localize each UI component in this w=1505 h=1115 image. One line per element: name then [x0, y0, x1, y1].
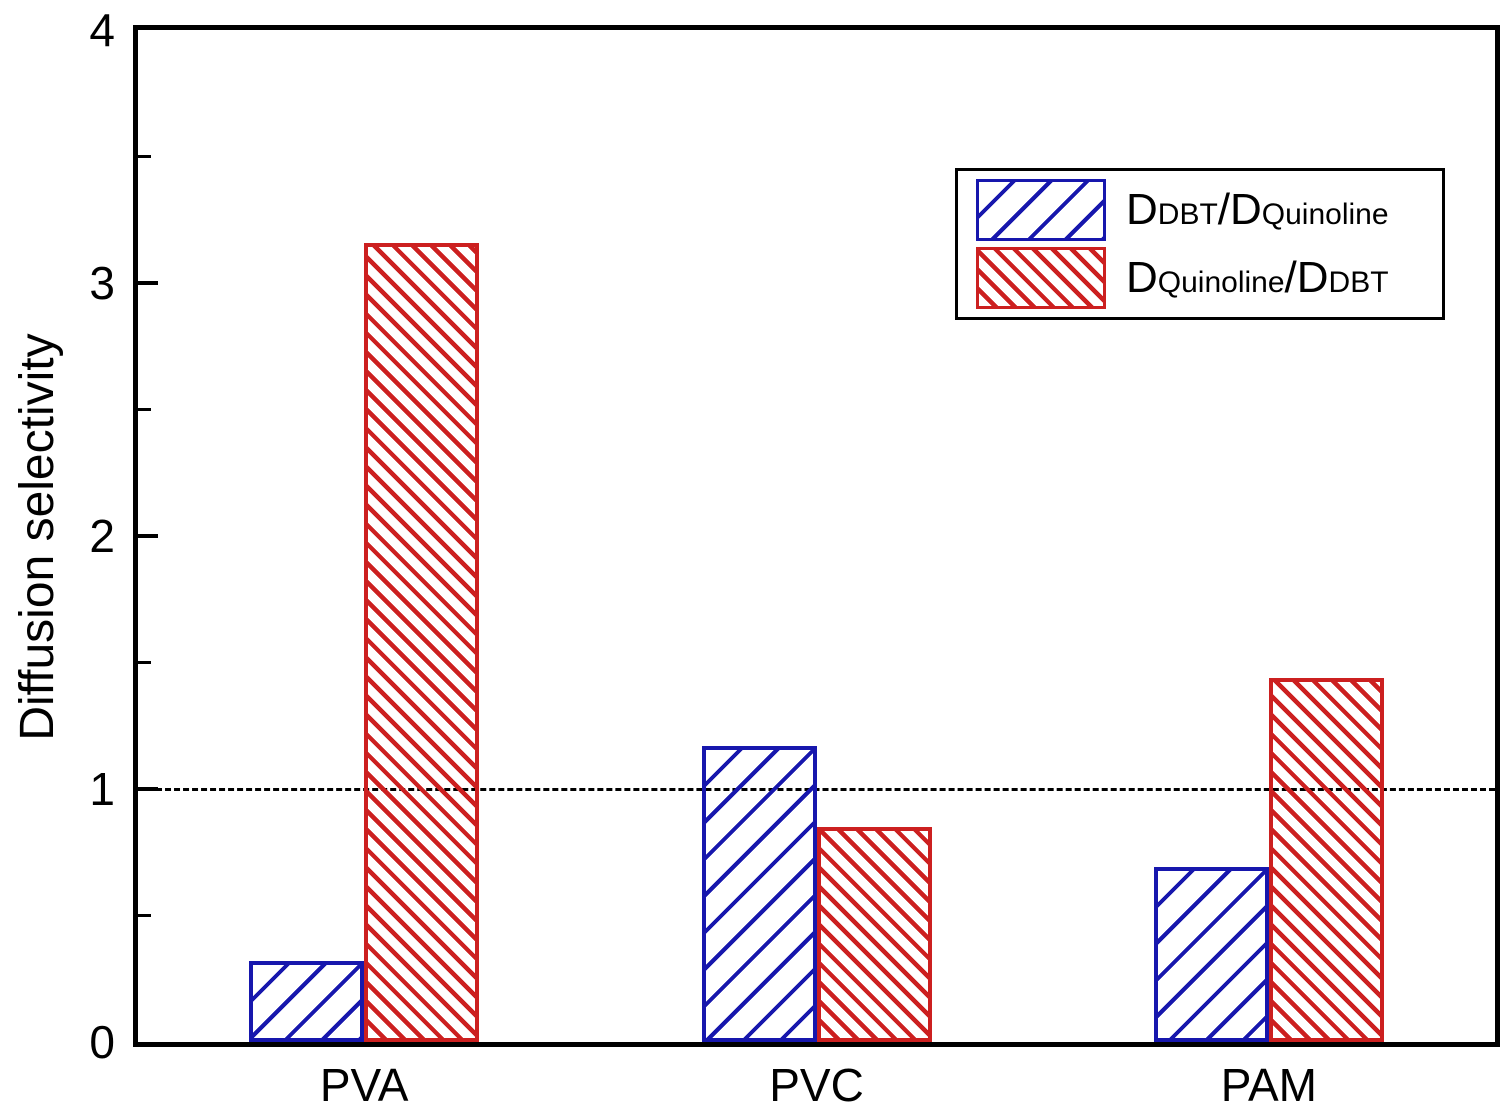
- legend-swatch-blue-hatch: [976, 179, 1106, 241]
- legend-entry-blue: DDBT/DQuinoline: [976, 178, 1426, 242]
- x-axis-label-pam: PAM: [1220, 1059, 1317, 1111]
- bar-pam-red: [1268, 677, 1384, 1042]
- x-axis-label-pvc: PVC: [769, 1059, 864, 1111]
- y-axis-tick-label-2: 2: [89, 510, 115, 562]
- legend-entry-red: DQuinoline/DDBT: [976, 246, 1426, 310]
- y-axis-tick-label-1: 1: [89, 763, 115, 815]
- y-major-tick-2: [138, 534, 158, 538]
- legend-label: DDBT/DQuinoline: [1126, 185, 1389, 234]
- y-axis-tick-label-3: 3: [89, 257, 115, 309]
- y-minor-tick-0.5: [138, 914, 151, 917]
- legend-swatch-red-hatch: [976, 247, 1106, 309]
- x-axis-label-pva: PVA: [319, 1059, 409, 1111]
- y-minor-tick-2.5: [138, 408, 151, 411]
- y-axis-tick-label-4: 4: [89, 4, 115, 56]
- plot-area: [133, 25, 1500, 1047]
- bar-pvc-blue: [701, 745, 817, 1042]
- bar-pam-blue: [1153, 867, 1269, 1042]
- legend-label: DQuinoline/DDBT: [1126, 253, 1389, 302]
- y-minor-tick-1.5: [138, 661, 151, 664]
- y-axis-tick-label-0: 0: [89, 1016, 115, 1068]
- reference-line-y1: [138, 787, 1495, 791]
- y-minor-tick-3.5: [138, 155, 151, 158]
- legend: DDBT/DQuinoline DQuinoline/DDBT: [955, 168, 1445, 320]
- bar-pva-red: [364, 242, 480, 1042]
- bar-pva-blue: [249, 961, 365, 1042]
- y-major-tick-3: [138, 281, 158, 285]
- bar-pvc-red: [816, 826, 932, 1042]
